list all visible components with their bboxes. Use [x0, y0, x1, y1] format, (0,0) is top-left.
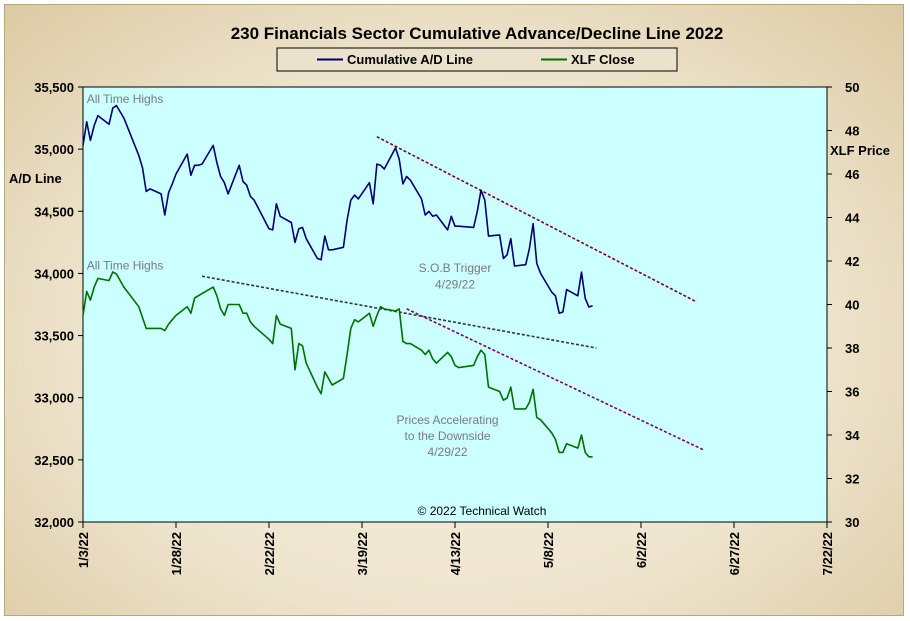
- y-axis-title-right: XLF Price: [830, 143, 890, 158]
- y-tick-label-right: 32: [845, 472, 859, 487]
- plot-area: [82, 86, 828, 523]
- annotation-text: All Time Highs: [87, 92, 164, 106]
- chart-frame: 230 Financials Sector Cumulative Advance…: [4, 4, 904, 616]
- y-tick-label-left: 32,000: [34, 515, 74, 530]
- x-tick-label: 6/27/22: [727, 532, 742, 575]
- series-lines: [82, 104, 593, 458]
- legend-label-xlf-close: XLF Close: [571, 52, 635, 67]
- y-tick-label-left: 35,500: [34, 80, 74, 95]
- annotation-text: Prices Accelerating: [397, 413, 499, 427]
- legend-label-ad-line: Cumulative A/D Line: [347, 52, 473, 67]
- x-tick-label: 1/3/22: [76, 532, 91, 568]
- y-tick-label-right: 36: [845, 385, 859, 400]
- y-tick-label-left: 35,000: [34, 142, 74, 157]
- y-tick-label-left: 33,500: [34, 329, 74, 344]
- y-tick-label-right: 50: [845, 80, 859, 95]
- y-tick-label-right: 44: [845, 211, 860, 226]
- y-tick-label-right: 42: [845, 254, 859, 269]
- annotation-text: S.O.B Trigger: [419, 261, 492, 275]
- left-axis-ticks: 32,000 32,500 33,000 33,500 34,000 34,500 35,0…: [34, 80, 83, 530]
- y-tick-label-left: 34,500: [34, 204, 74, 219]
- legend: Cumulative A/D Line XLF Close: [276, 47, 678, 72]
- y-tick-label-right: 48: [845, 124, 859, 139]
- series-line-xlf: [82, 271, 593, 458]
- y-tick-label-right: 46: [845, 167, 859, 182]
- y-tick-label-left: 32,500: [34, 453, 74, 468]
- annotation-text: 4/29/22: [435, 277, 475, 291]
- copyright-text: © 2022 Technical Watch: [418, 504, 547, 518]
- annotations: All Time Highs All Time Highs S.O.B Trigge…: [87, 92, 499, 459]
- y-tick-label-right: 40: [845, 298, 859, 313]
- x-tick-label: 1/28/22: [169, 532, 184, 575]
- chart-svg: 230 Financials Sector Cumulative Advance…: [9, 24, 890, 575]
- annotation-text: 4/29/22: [428, 445, 468, 459]
- x-tick-label: 4/13/22: [448, 532, 463, 575]
- x-tick-label: 3/19/22: [355, 532, 370, 575]
- right-axis-ticks: 30 32 34 36 38 40 42 44 46 48 50: [827, 80, 860, 530]
- series-line-ad: [82, 104, 593, 315]
- trendline-1: [376, 136, 698, 303]
- x-axis-ticks: 1/3/22 1/28/22 2/22/22 3/19/22 4/13/22 5/8/22…: [76, 522, 835, 575]
- y-tick-label-left: 34,000: [34, 266, 74, 281]
- y-tick-label-right: 34: [845, 428, 860, 443]
- y-tick-label-right: 30: [845, 515, 859, 530]
- x-tick-label: 5/8/22: [541, 532, 556, 568]
- annotation-text: All Time Highs: [87, 259, 164, 273]
- x-tick-label: 2/22/22: [262, 532, 277, 575]
- x-tick-label: 6/2/22: [634, 532, 649, 568]
- y-tick-label-left: 33,000: [34, 391, 74, 406]
- y-tick-label-right: 38: [845, 341, 859, 356]
- annotation-text: to the Downside: [405, 429, 491, 443]
- chart-title: 230 Financials Sector Cumulative Advance…: [231, 24, 724, 43]
- y-axis-title-left: A/D Line: [9, 171, 62, 186]
- x-tick-label: 7/22/22: [820, 532, 835, 575]
